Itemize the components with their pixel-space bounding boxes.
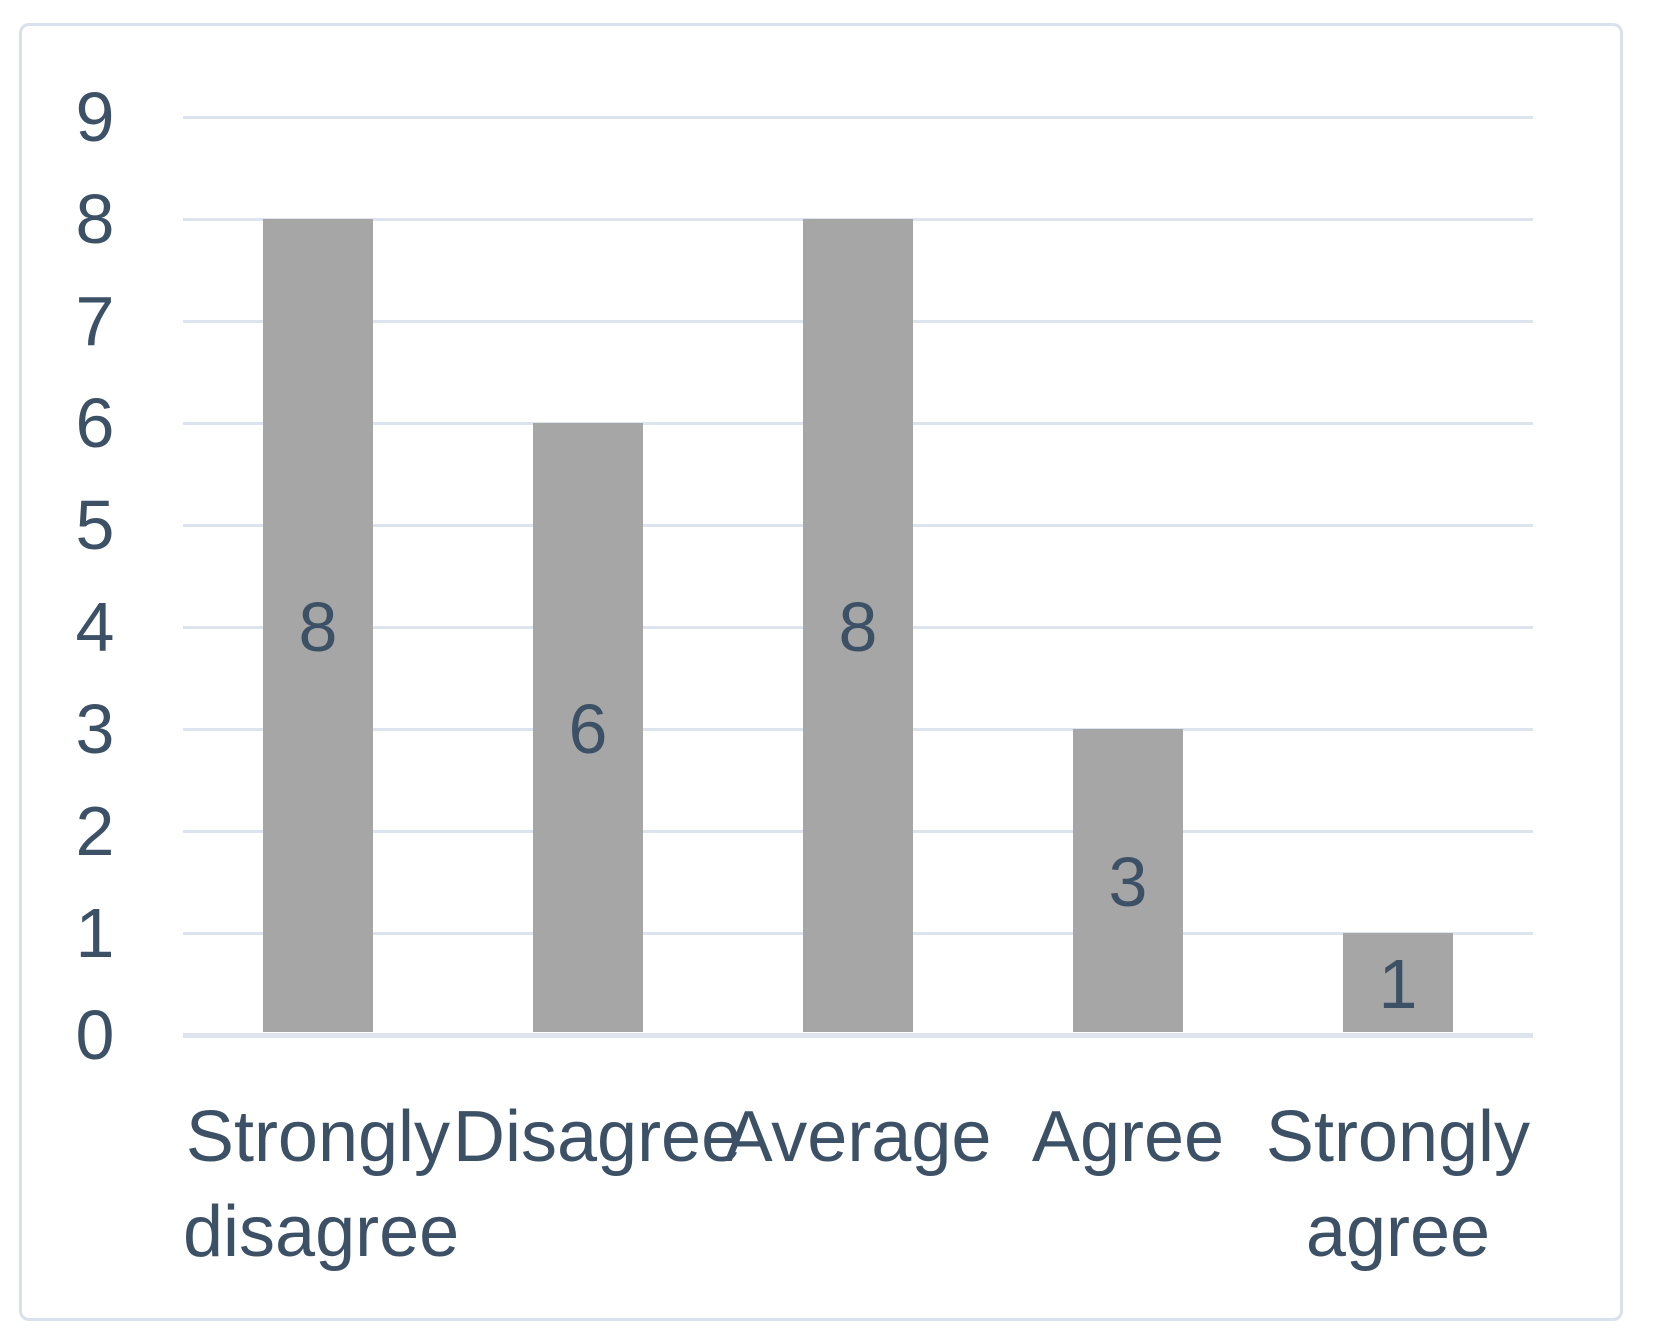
- bar: [533, 423, 643, 1032]
- bar-value-label: 8: [298, 588, 338, 666]
- plot-area: 8 6 8 3 1: [183, 116, 1533, 1038]
- x-category-label: Strongly disagree: [183, 1097, 460, 1272]
- y-tick-label: 2: [75, 792, 115, 870]
- bar-value-label: 1: [1378, 945, 1418, 1023]
- y-tick-label: 9: [75, 78, 115, 156]
- x-category-label: Strongly agree: [1265, 1097, 1531, 1272]
- y-tick-label: 5: [75, 486, 115, 564]
- bar: [263, 219, 373, 1032]
- bar: [1073, 729, 1183, 1032]
- y-tick-label: 4: [75, 588, 115, 666]
- x-category-label: Disagree: [453, 1097, 742, 1177]
- y-tick-label: 7: [75, 282, 115, 360]
- axis-baseline: [183, 1033, 1533, 1038]
- x-category-label: Agree: [1031, 1097, 1225, 1177]
- bar-value-label: 3: [1108, 843, 1148, 921]
- bar-value-label: 8: [838, 588, 878, 666]
- y-tick-label: 8: [75, 180, 115, 258]
- bar: [803, 219, 913, 1032]
- x-category-label: Average: [724, 1097, 992, 1177]
- y-tick-label: 0: [75, 996, 115, 1074]
- gridline: [183, 116, 1533, 119]
- y-tick-label: 6: [75, 384, 115, 462]
- bar-value-label: 6: [568, 690, 608, 768]
- y-tick-label: 3: [75, 690, 115, 768]
- y-tick-label: 1: [75, 894, 115, 972]
- bar: [1343, 933, 1453, 1032]
